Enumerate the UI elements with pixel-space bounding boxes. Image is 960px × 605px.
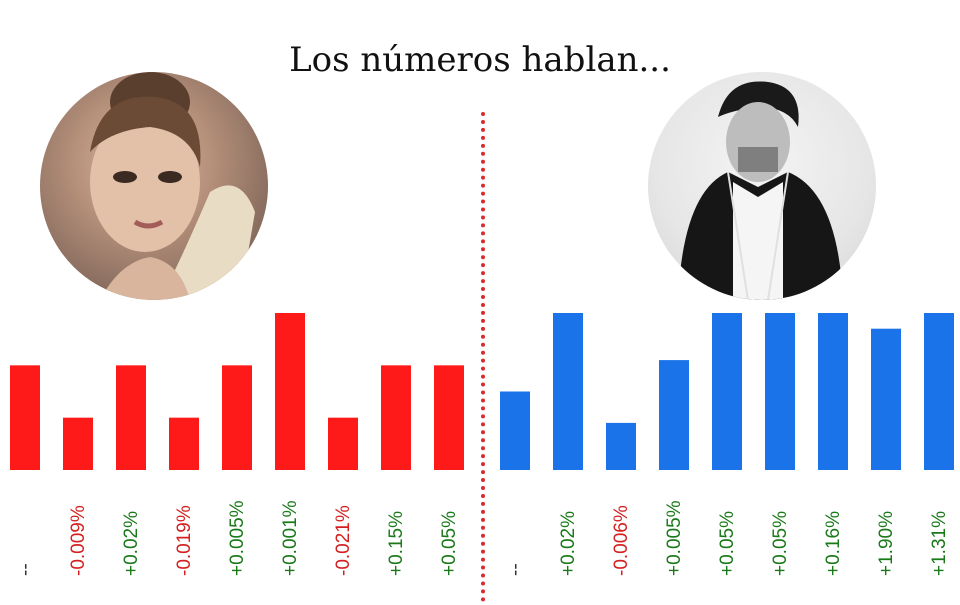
bar-left-7 — [381, 365, 411, 470]
bar-label-left-5: +0.001% — [280, 500, 301, 576]
bar-left-8 — [434, 365, 464, 470]
bar-right-3 — [659, 360, 689, 470]
page-title: Los números hablan... — [289, 40, 671, 80]
center-divider — [481, 112, 485, 602]
person-photo-left — [40, 72, 268, 300]
bar-left-3 — [169, 417, 199, 470]
bar-label-right-0: -- — [505, 563, 526, 576]
bar-right-0 — [500, 391, 530, 470]
bar-left-2 — [116, 365, 146, 470]
bar-left-1 — [63, 417, 93, 470]
bar-right-1 — [553, 313, 583, 470]
bar-left-0 — [10, 365, 40, 470]
bar-right-2 — [606, 422, 636, 470]
bar-label-right-6: +0.16% — [823, 511, 844, 576]
bar-label-right-2: -0.006% — [611, 505, 632, 576]
bar-label-left-6: -0.021% — [333, 505, 354, 576]
bar-label-left-2: +0.02% — [121, 511, 142, 576]
bar-label-right-7: +1.90% — [876, 511, 897, 576]
bar-label-right-8: +1.31% — [929, 511, 950, 576]
bar-label-left-8: +0.05% — [439, 511, 460, 576]
bar-right-7 — [871, 328, 901, 470]
bar-left-4 — [222, 365, 252, 470]
bar-label-left-4: +0.005% — [227, 500, 248, 576]
bar-label-left-3: -0.019% — [174, 505, 195, 576]
bar-label-left-1: -0.009% — [68, 505, 89, 576]
bar-label-right-3: +0.005% — [664, 500, 685, 576]
bar-right-6 — [818, 313, 848, 470]
bar-label-left-0: -- — [15, 563, 36, 576]
bar-right-4 — [712, 313, 742, 470]
bar-label-left-7: +0.15% — [386, 511, 407, 576]
bar-label-right-1: +0.02% — [558, 511, 579, 576]
bar-left-5 — [275, 313, 305, 470]
person-photo-right — [648, 72, 876, 300]
bar-label-right-4: +0.05% — [717, 511, 738, 576]
bar-left-6 — [328, 417, 358, 470]
bar-right-8 — [924, 313, 954, 470]
bar-right-5 — [765, 313, 795, 470]
bar-label-right-5: +0.05% — [770, 511, 791, 576]
